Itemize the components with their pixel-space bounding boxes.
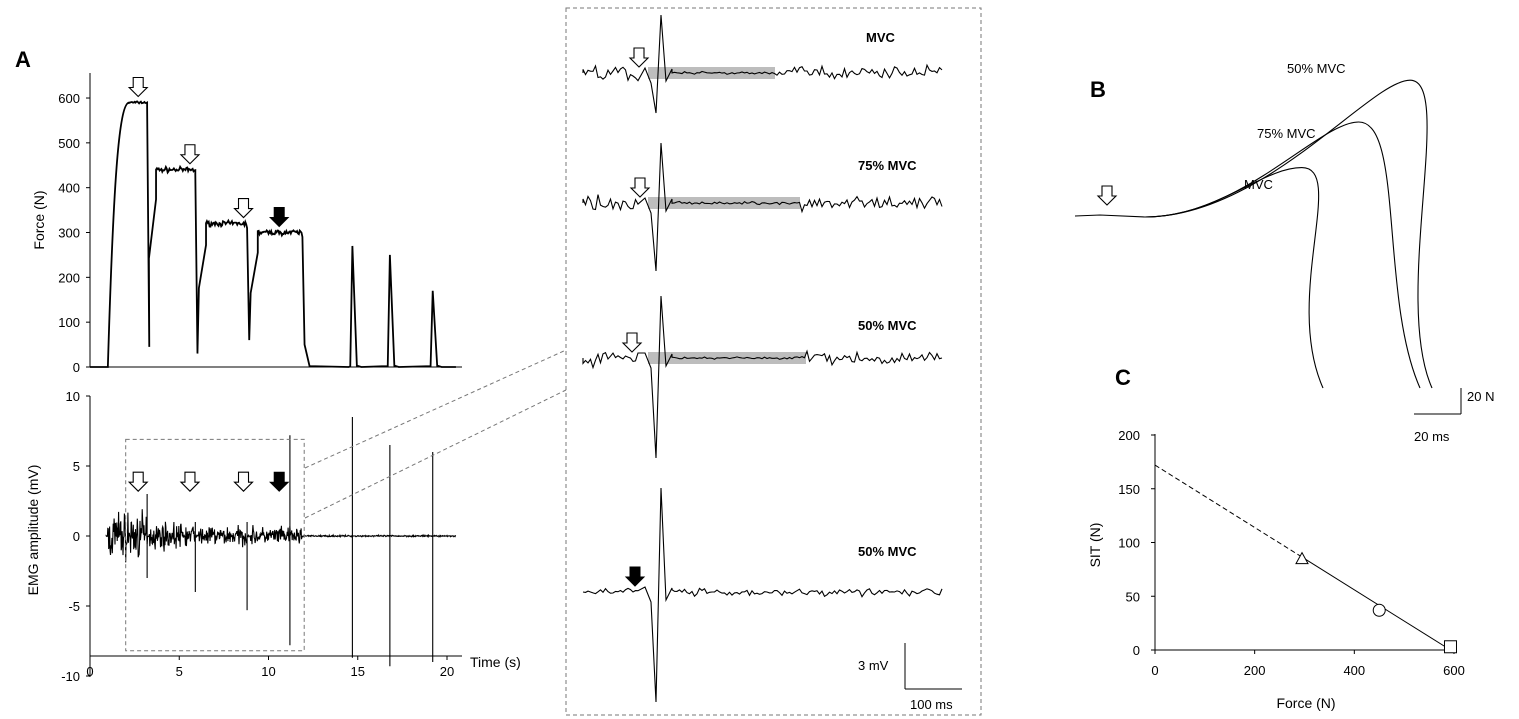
open-arrow-icon <box>179 144 201 165</box>
emg-x-tick-label: 15 <box>351 664 365 679</box>
raw-emg-frame <box>565 7 982 716</box>
sit-fit-regression <box>1301 556 1451 651</box>
force-y-tick-label: 200 <box>58 270 80 285</box>
twitch-label-50: 50% MVC <box>1287 61 1346 76</box>
emg-x-tick-label: 20 <box>440 664 454 679</box>
emg-y-tick-label: 10 <box>66 389 80 404</box>
twitch-scale-time-label: 20 ms <box>1414 429 1450 444</box>
sit-x-tick-label: 600 <box>1443 663 1465 678</box>
twitch-label-mvc: MVC <box>1244 177 1273 192</box>
open-arrow-icon <box>179 471 201 492</box>
square-marker <box>1443 640 1457 654</box>
sit-x-tick-label: 0 <box>1151 663 1158 678</box>
twitch-curve <box>1144 167 1324 389</box>
force-y-tick-label: 500 <box>58 136 80 151</box>
raw-emg-trace-line <box>582 295 943 459</box>
force-y-ticks: 0 100 200 300 400 500 600 <box>58 91 90 375</box>
open-arrow-icon <box>629 177 651 198</box>
scale-bar-amplitude-label: 3 mV <box>858 658 889 673</box>
force-y-axis-label: Force (N) <box>31 190 47 249</box>
sweep-label-50a: 50% MVC <box>858 318 917 333</box>
raw-emg-trace-line <box>582 14 943 114</box>
sit-x-axis-label: Force (N) <box>1276 695 1335 711</box>
emg-y-ticks: -10 -5 0 5 10 <box>61 389 90 684</box>
zoom-connector-top <box>304 349 567 469</box>
sit-y-tick-label: 150 <box>1118 482 1140 497</box>
sit-y-ticks: 0 50 100 150 200 <box>1118 428 1155 658</box>
scale-bar-time-label: 100 ms <box>910 697 953 712</box>
emg-x-tick-label: 0 <box>86 664 93 679</box>
emg-x-tick-label: 10 <box>261 664 275 679</box>
filled-arrow-icon <box>269 471 290 492</box>
analysis-window-shade <box>648 197 800 209</box>
emg-panel: -10 -5 0 5 10 0 5 10 15 20 EMG amplitude (mV) Ti… <box>25 349 567 684</box>
force-arrows <box>127 76 290 228</box>
sit-y-tick-label: 200 <box>1118 428 1140 443</box>
filled-arrow-icon <box>624 566 646 587</box>
open-arrow-icon <box>127 471 149 492</box>
open-arrow-icon <box>233 197 254 219</box>
sweep-label-50b: 50% MVC <box>858 544 917 559</box>
sit-y-tick-label: 50 <box>1126 589 1140 604</box>
sit-fit-line <box>1154 464 1451 651</box>
emg-x-tick-label: 5 <box>176 664 183 679</box>
twitch-curves <box>1074 79 1433 389</box>
sweep-label-mvc: MVC <box>866 30 896 45</box>
filled-arrow-icon <box>269 207 290 228</box>
raw-emg-sweeps <box>582 14 943 703</box>
open-arrow-icon <box>1096 185 1118 206</box>
twitch-baseline <box>1074 214 1146 218</box>
twitch-scale-force-label: 20 N <box>1467 389 1494 404</box>
twitch-curve <box>1144 121 1421 389</box>
force-y-tick-label: 300 <box>58 226 80 241</box>
open-arrow-icon <box>621 332 643 353</box>
sit-y-tick-label: 100 <box>1118 536 1140 551</box>
open-arrow-icon <box>127 76 149 98</box>
emg-y-tick-label: -5 <box>68 599 80 614</box>
emg-trace-line <box>105 509 457 563</box>
force-trace-line <box>90 100 456 368</box>
triangle-marker <box>1295 551 1309 565</box>
panel-label-c: C <box>1115 365 1131 390</box>
emg-y-tick-label: 0 <box>73 529 80 544</box>
panel-label-b: B <box>1090 77 1106 102</box>
sit-fit-extrapolation <box>1154 464 1303 558</box>
sit-y-tick-label: 0 <box>1133 643 1140 658</box>
sit-x-ticks: 0 200 400 600 <box>1151 650 1465 678</box>
zoom-box <box>125 438 305 652</box>
emg-y-tick-label: -10 <box>61 669 80 684</box>
sit-points <box>1295 551 1457 654</box>
twitch-panel: 50% MVC 75% MVC MVC 20 N 20 ms <box>1074 61 1494 444</box>
sit-x-tick-label: 200 <box>1244 663 1266 678</box>
sit-x-tick-label: 400 <box>1343 663 1365 678</box>
force-y-tick-label: 0 <box>73 360 80 375</box>
emg-arrows <box>127 471 290 492</box>
open-arrow-icon <box>628 47 650 68</box>
force-y-tick-label: 100 <box>58 315 80 330</box>
open-arrow-icon <box>233 471 254 492</box>
raw-emg-trace-line <box>582 487 943 703</box>
force-y-tick-label: 400 <box>58 181 80 196</box>
force-panel: 0 100 200 300 400 500 600 Force (N) <box>31 73 462 375</box>
force-y-tick-label: 600 <box>58 91 80 106</box>
emg-x-axis-label: Time (s) <box>470 654 521 670</box>
sit-panel: 0 50 100 150 200 0 200 400 600 SIT (N) Force (N… <box>1087 428 1465 711</box>
twitch-curve <box>1144 79 1433 389</box>
sweep-label-75: 75% MVC <box>858 158 917 173</box>
panel-label-a: A <box>15 47 31 72</box>
emg-x-ticks: 0 5 10 15 20 <box>86 656 454 679</box>
emg-stimulus-artifacts <box>146 417 434 667</box>
emg-y-axis-label: EMG amplitude (mV) <box>25 465 41 596</box>
raw-emg-trace-line <box>582 142 943 272</box>
sit-y-axis-label: SIT (N) <box>1087 523 1103 568</box>
raw-emg-panel: MVC 75% MVC 50% MVC 50% MVC 3 mV 100 ms <box>565 7 982 716</box>
emg-y-tick-label: 5 <box>73 459 80 474</box>
twitch-label-75: 75% MVC <box>1257 126 1316 141</box>
circle-marker <box>1372 603 1386 617</box>
